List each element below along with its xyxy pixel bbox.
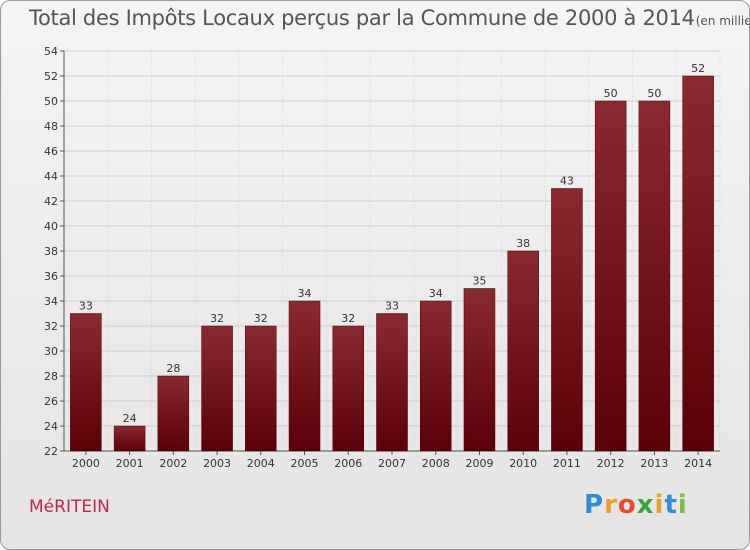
bar (157, 375, 190, 452)
x-tick-label: 2005 (291, 457, 319, 470)
logo-letter: r (604, 490, 618, 520)
y-tick-label: 30 (44, 345, 58, 358)
bar (245, 325, 277, 452)
x-tick-label: 2012 (597, 457, 625, 470)
value-label: 32 (341, 312, 355, 325)
value-label: 33 (79, 300, 93, 313)
y-tick-label: 44 (44, 170, 58, 183)
value-label: 52 (691, 62, 705, 75)
x-tick-label: 2003 (203, 457, 231, 470)
logo-letter: P (584, 490, 605, 520)
bar (201, 325, 233, 452)
y-tick-label: 22 (44, 445, 58, 458)
value-label: 32 (254, 312, 268, 325)
value-labels: 33 24 28 32 32 34 32 33 34 35 38 43 50 50 52 (79, 62, 705, 425)
bar (332, 325, 365, 452)
bar (638, 100, 671, 452)
x-tick-label: 2004 (247, 457, 275, 470)
chart-title: Total des Impôts Locaux perçus par la Co… (29, 6, 749, 30)
logo-letter: o (617, 490, 637, 520)
value-label: 33 (385, 300, 399, 313)
x-tick-label: 2011 (553, 457, 581, 470)
value-label: 34 (298, 287, 312, 300)
y-tick-label: 32 (44, 320, 58, 333)
y-tick-label: 52 (44, 70, 58, 83)
value-label: 32 (210, 312, 224, 325)
bar (551, 188, 583, 452)
y-tick-label: 26 (44, 395, 58, 408)
bar (594, 100, 627, 452)
y-tick-label: 24 (44, 420, 58, 433)
y-tick-label: 42 (44, 195, 58, 208)
bar (113, 425, 146, 452)
y-tick-label: 48 (44, 120, 58, 133)
value-label: 43 (560, 175, 574, 188)
logo-letter: x (636, 490, 655, 520)
proxiti-logo: Proxiti (584, 490, 688, 520)
y-tick-label: 50 (44, 95, 58, 108)
y-tick-label: 54 (44, 45, 58, 58)
commune-name: MéRITEIN (29, 497, 110, 517)
y-tick-label: 40 (44, 220, 58, 233)
bar (507, 250, 539, 452)
bar (376, 313, 408, 452)
x-tick-label: 2007 (378, 457, 406, 470)
bar (463, 288, 496, 452)
value-label: 24 (123, 412, 137, 425)
value-label: 28 (166, 362, 180, 375)
x-tick-label: 2008 (422, 457, 450, 470)
value-label: 34 (429, 287, 443, 300)
x-tick-label: 2001 (116, 457, 144, 470)
x-tick-label: 2013 (640, 457, 668, 470)
logo-letter: t (664, 490, 678, 520)
x-tick-label: 2002 (159, 457, 187, 470)
bar (419, 300, 452, 452)
bar (70, 313, 102, 452)
x-tick-label: 2000 (72, 457, 100, 470)
chart-title-text: Total des Impôts Locaux perçus par la Co… (29, 6, 695, 30)
y-tick-label: 36 (44, 270, 58, 283)
value-label: 35 (472, 275, 486, 288)
y-tick-labels: 22 24 26 28 30 32 34 36 38 40 42 44 46 48 50 52 54 (44, 45, 58, 458)
chart-title-unit: (en milliers d'€) (695, 14, 749, 28)
value-label: 38 (516, 237, 530, 250)
value-label: 50 (647, 87, 661, 100)
x-tick-labels: 2000 2001 2002 2003 2004 2005 2006 2007 2008 2009… (72, 457, 712, 470)
y-tick-label: 46 (44, 145, 58, 158)
bar (682, 75, 714, 452)
bars (70, 75, 714, 452)
x-tick-label: 2014 (684, 457, 712, 470)
bar (288, 300, 321, 452)
x-tick-label: 2009 (465, 457, 493, 470)
y-tick-label: 34 (44, 295, 58, 308)
logo-letter: i (654, 490, 665, 520)
value-label: 50 (604, 87, 618, 100)
x-tick-label: 2010 (509, 457, 537, 470)
y-tick-label: 38 (44, 245, 58, 258)
y-tick-label: 28 (44, 370, 58, 383)
x-tick-label: 2006 (334, 457, 362, 470)
logo-letter: i (677, 490, 688, 520)
